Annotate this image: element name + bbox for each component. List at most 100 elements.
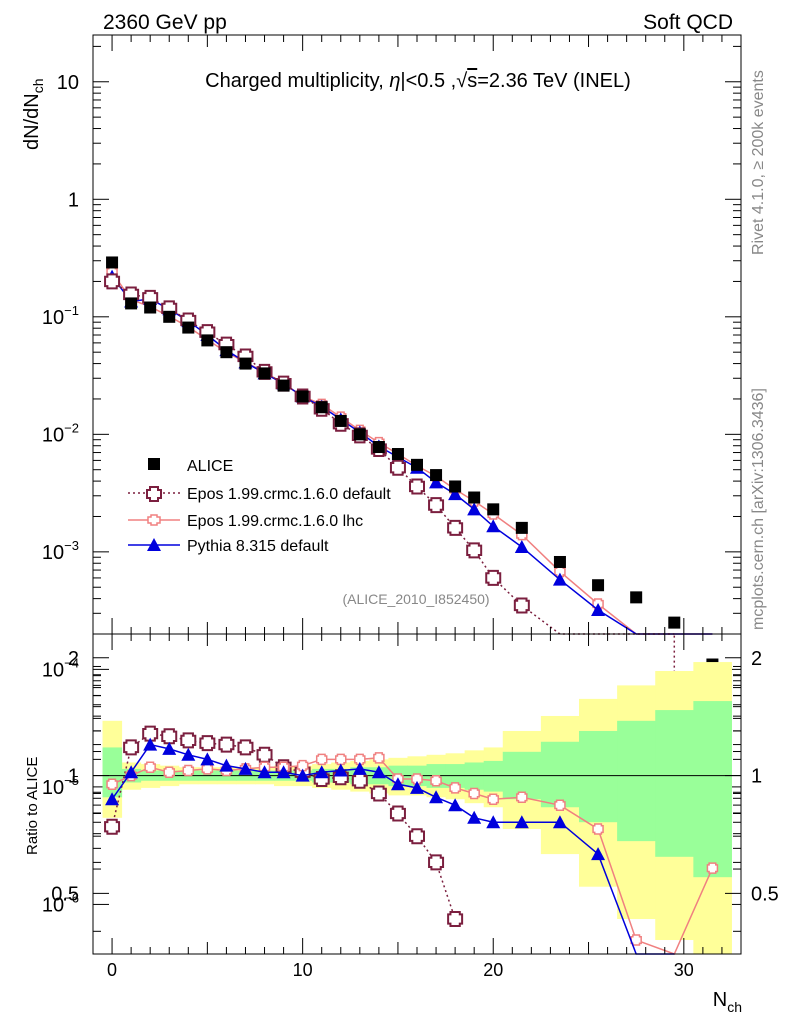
- legend-label-epos-lhc: Epos 1.99.crmc.1.6.0 lhc: [187, 513, 363, 530]
- ratio-series-0-point: [161, 728, 178, 745]
- main-series-3-point: [552, 572, 567, 586]
- main-series-3-point: [514, 539, 529, 553]
- ratio-series-2-point: [429, 790, 444, 804]
- header-right-label: Soft QCD: [643, 11, 733, 34]
- ratio-series-0-point: [123, 739, 140, 756]
- main-series-1-point: [485, 569, 502, 586]
- main-series-1-point: [104, 273, 121, 290]
- ratio-plot-area: [93, 662, 741, 955]
- ratio-series-1-point: [296, 759, 309, 772]
- alice-data-point: [430, 469, 443, 482]
- x-tick-label: 30: [674, 960, 694, 980]
- main-plot-area: [104, 256, 719, 858]
- y-tick-base: 10: [42, 659, 64, 681]
- ratio-series-2-point: [552, 815, 567, 829]
- ratio-y-tick-label-left: 1: [68, 766, 79, 788]
- ratio-series-2-point: [352, 761, 367, 775]
- alice-data-point: [239, 357, 252, 370]
- ratio-series-2-point: [467, 810, 482, 824]
- x-tick-label: 0: [107, 960, 117, 980]
- alice-data-point: [125, 297, 138, 310]
- x-tick-label: 10: [293, 960, 313, 980]
- main-y-tick-label: 10−4: [42, 655, 79, 681]
- ratio-series-2-point: [591, 847, 606, 861]
- y-tick-base: 10: [42, 307, 64, 329]
- alice-data-point: [353, 428, 366, 441]
- ratio-series-1-point: [554, 799, 566, 811]
- alice-data-point: [553, 555, 566, 568]
- chart-title: Charged multiplicity, η|<0.5 ,√s=2.36 Te…: [205, 70, 631, 92]
- stat-band-green: [617, 720, 656, 842]
- ratio-series-0-point: [256, 746, 273, 763]
- main-series-1-point: [428, 497, 445, 514]
- main-y-axis-label: dN/dNch: [21, 79, 46, 151]
- alice-data-point: [411, 458, 423, 471]
- main-series-2-point: [554, 565, 566, 578]
- alice-data-point: [258, 367, 271, 380]
- ratio-series-0-point: [389, 805, 406, 822]
- alice-data-point: [372, 441, 385, 454]
- ratio-series-2-point: [219, 758, 234, 772]
- alice-data-point: [201, 334, 214, 347]
- main-y-tick-label: 10−1: [42, 303, 79, 329]
- alice-data-point: [144, 301, 157, 314]
- mcplots-label: mcplots.cern.ch [arXiv:1306.3436]: [750, 388, 767, 630]
- ratio-series-0-point: [447, 911, 464, 928]
- ratio-series-1-point: [106, 778, 118, 791]
- header-left-label: 2360 GeV pp: [103, 11, 227, 34]
- ratio-series-1-point: [487, 793, 499, 805]
- legend-marker-epos-default: [146, 486, 162, 502]
- legend-marker-pythia: [147, 538, 161, 551]
- ratio-series-1-point: [163, 766, 175, 778]
- y-tick-base: 10: [42, 894, 64, 916]
- ratio-panel: 0 10 20 30 0.5 0.5 1 1 2 2: [51, 633, 779, 980]
- ratio-series-1-point: [315, 753, 328, 766]
- y-tick-exponent: −3: [64, 538, 79, 553]
- ratio-series-2-point: [448, 798, 463, 812]
- ratio-series-2-point: [314, 765, 329, 779]
- legend-label-alice: ALICE: [187, 458, 233, 475]
- y-tick-exponent: −1: [64, 303, 79, 318]
- alice-data-point: [163, 310, 176, 323]
- legend-marker-alice: [148, 458, 160, 470]
- alice-data-point: [182, 321, 195, 334]
- ratio-series-0-point: [370, 785, 387, 802]
- alice-data-point: [315, 401, 328, 414]
- ratio-series-2-point: [486, 815, 501, 829]
- ratio-series-2-point: [390, 777, 405, 791]
- rivet-version-label: Rivet 4.1.0, ≥ 200k events: [750, 70, 767, 255]
- stat-band-green: [483, 760, 504, 792]
- main-series-3-point: [486, 519, 501, 533]
- ratio-y-axis-label: Ratio to ALICE: [24, 757, 41, 855]
- ratio-y-tick-label-right: 0.5: [751, 883, 779, 905]
- ratio-series-0-point: [351, 772, 368, 789]
- alice-data-point: [391, 448, 404, 461]
- main-series-1-point: [409, 478, 425, 495]
- y-tick-base: 10: [42, 424, 64, 446]
- ratio-series-2-point: [200, 752, 215, 766]
- ratio-y-tick-label-left: 0.5: [51, 883, 79, 905]
- ratio-series-1-point: [516, 791, 528, 804]
- legend-label-epos-default: Epos 1.99.crmc.1.6.0 default: [187, 486, 391, 503]
- ratio-series-2-point: [514, 815, 529, 829]
- ratio-series-1-point: [630, 934, 642, 946]
- ratio-series-1-point: [201, 763, 214, 775]
- alice-data-point: [487, 503, 500, 516]
- stat-band-green: [540, 741, 580, 808]
- main-y-tick-label: 10−6: [42, 890, 79, 916]
- analysis-label: (ALICE_2010_I852450): [342, 591, 489, 607]
- ratio-series-1-point: [430, 774, 442, 787]
- ratio-y-tick-label-left: 2: [68, 648, 79, 670]
- legend-marker-epos-lhc: [147, 514, 161, 526]
- ratio-series-2-point: [371, 765, 386, 779]
- alice-data-point: [630, 591, 643, 604]
- ratio-series-1-point: [182, 764, 195, 777]
- ratio-series-0-point: [428, 854, 445, 871]
- main-series-1-point: [447, 519, 464, 536]
- main-series-3-point: [591, 603, 606, 617]
- y-tick-exponent: −6: [64, 890, 79, 905]
- main-series-3-point: [467, 502, 482, 516]
- ratio-series-2-point: [276, 765, 291, 779]
